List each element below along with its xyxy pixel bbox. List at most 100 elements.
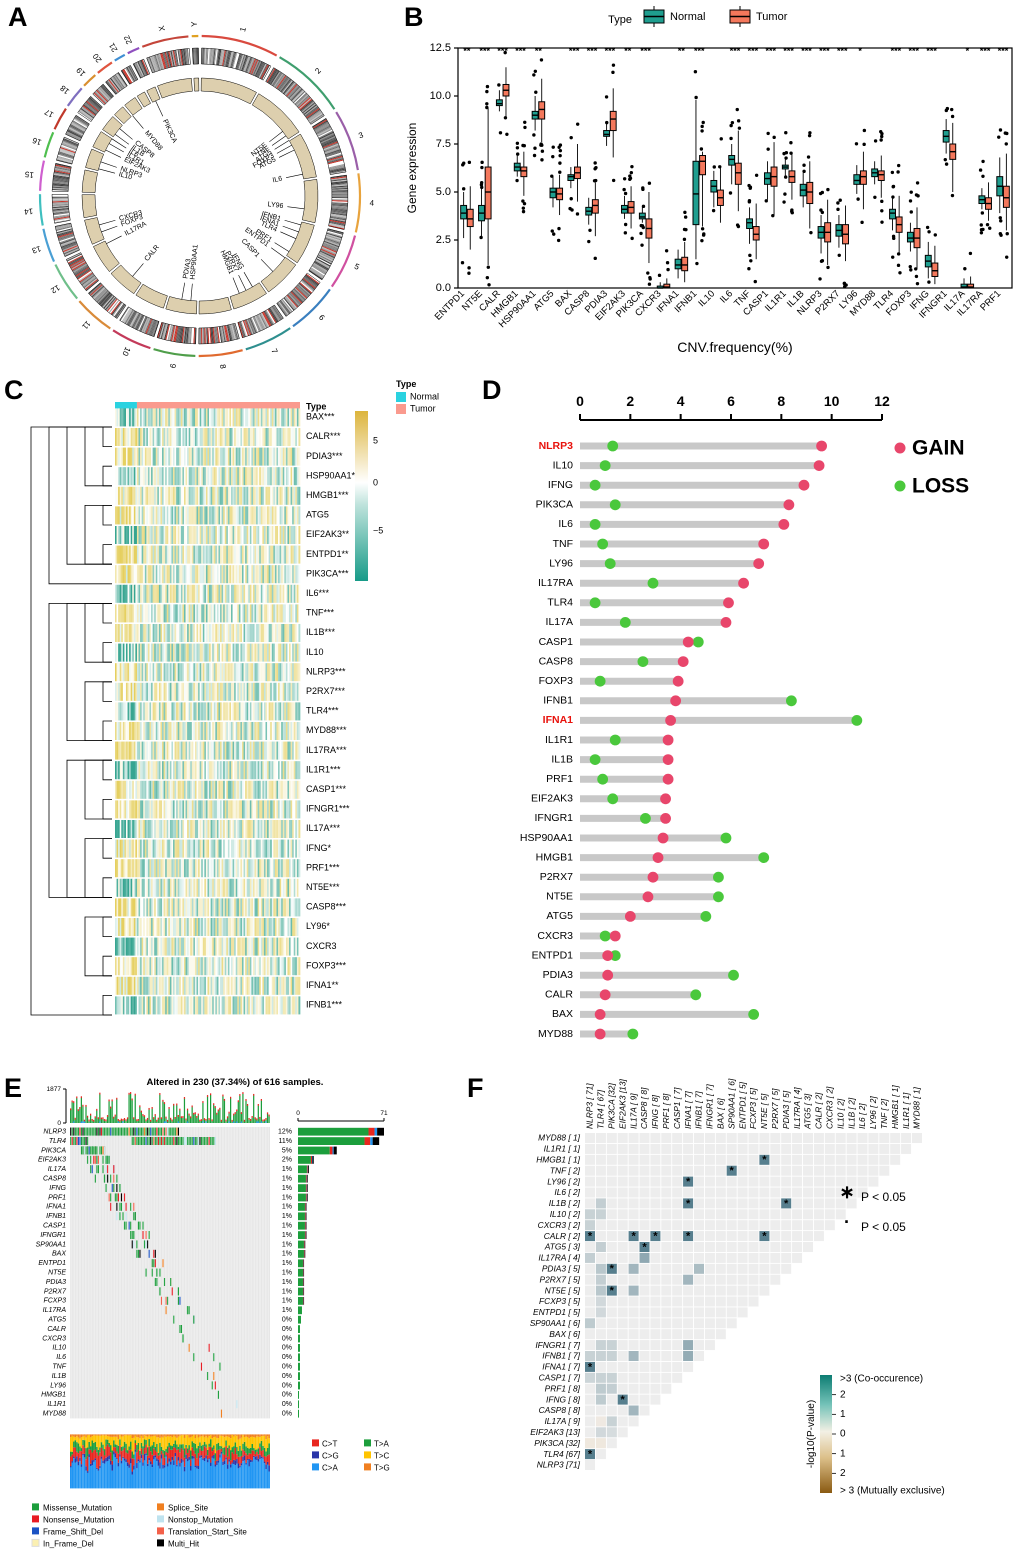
svg-text:Tumor: Tumor: [410, 403, 436, 413]
svg-text:6: 6: [317, 313, 327, 323]
svg-text:LY96: LY96: [549, 557, 573, 569]
svg-text:***: ***: [497, 46, 508, 56]
svg-text:***: ***: [891, 46, 902, 56]
svg-text:ATG5: ATG5: [546, 910, 573, 922]
svg-text:***: ***: [837, 46, 848, 56]
svg-text:7: 7: [269, 347, 279, 355]
svg-text:IL10: IL10: [118, 171, 133, 181]
svg-text:7.5: 7.5: [436, 138, 451, 150]
svg-text:PDIA3: PDIA3: [182, 258, 192, 279]
panel-e-label: E: [4, 1073, 23, 1103]
svg-text:CXCR3: CXCR3: [306, 941, 337, 951]
svg-text:IFNGR1: IFNGR1: [534, 812, 573, 824]
panel-d-cnv-lollipop: D 0 2 4 6 8 10 12 NLRP3 IL10 IFNG PIK3CA IL6 TNF LY96…: [480, 375, 1020, 1075]
svg-text:PIK3CA: PIK3CA: [536, 499, 573, 511]
svg-text:IL1B: IL1B: [551, 753, 573, 765]
svg-text:P2RX7: P2RX7: [540, 871, 573, 883]
svg-text:HSP90AA1**: HSP90AA1**: [306, 470, 359, 480]
svg-text:FOXP3: FOXP3: [539, 675, 574, 687]
svg-text:IFNG: IFNG: [548, 479, 573, 491]
svg-text:**: **: [624, 46, 632, 56]
svg-text:1: 1: [238, 26, 248, 33]
svg-text:6: 6: [727, 393, 735, 409]
svg-text:PDIA3***: PDIA3***: [306, 451, 343, 461]
svg-text:PDIA3: PDIA3: [543, 969, 574, 981]
svg-text:NT5E: NT5E: [546, 891, 573, 903]
svg-text:NT5E***: NT5E***: [306, 882, 340, 892]
svg-text:BAX***: BAX***: [306, 412, 335, 422]
svg-text:IFNB1***: IFNB1***: [306, 1000, 343, 1010]
panel-f-label: F: [467, 1073, 484, 1103]
svg-text:***: ***: [640, 46, 651, 56]
svg-text:CASP1: CASP1: [539, 636, 574, 648]
svg-text:MYD88: MYD88: [538, 1028, 573, 1040]
svg-text:ATG5: ATG5: [532, 288, 557, 313]
svg-text:*: *: [966, 46, 970, 56]
svg-text:20: 20: [91, 51, 104, 64]
svg-text:IFNB1: IFNB1: [543, 695, 573, 707]
svg-text:***: ***: [765, 46, 776, 56]
svg-text:IL6***: IL6***: [306, 588, 330, 598]
svg-text:HSP90AA1: HSP90AA1: [190, 244, 200, 280]
svg-text:***: ***: [819, 46, 830, 56]
svg-text:***: ***: [587, 46, 598, 56]
svg-text:PIK3CA: PIK3CA: [41, 1147, 66, 1154]
svg-text:Normal: Normal: [670, 11, 705, 23]
svg-text:8: 8: [218, 364, 228, 370]
svg-text:***: ***: [694, 46, 705, 56]
svg-text:LY96*: LY96*: [306, 921, 330, 931]
svg-text:11: 11: [80, 319, 93, 332]
svg-text:TNF***: TNF***: [306, 608, 334, 618]
svg-text:CASP8: CASP8: [539, 655, 574, 667]
svg-text:PIK3CA***: PIK3CA***: [306, 568, 349, 578]
svg-text:0: 0: [373, 477, 378, 487]
svg-text:EIF2AK3: EIF2AK3: [531, 793, 573, 805]
svg-text:12: 12: [49, 283, 62, 296]
svg-text:CXCR3: CXCR3: [537, 930, 573, 942]
svg-text:10.0: 10.0: [430, 90, 451, 102]
panel-b-label: B: [404, 2, 424, 32]
svg-text:18: 18: [58, 83, 71, 96]
svg-text:3: 3: [357, 130, 365, 140]
svg-text:IL17A: IL17A: [546, 616, 573, 628]
svg-text:HSP90AA1: HSP90AA1: [520, 832, 573, 844]
svg-text:***: ***: [801, 46, 812, 56]
svg-text:1877: 1877: [47, 1086, 62, 1093]
svg-text:FOXP3***: FOXP3***: [306, 960, 347, 970]
svg-text:***: ***: [569, 46, 580, 56]
svg-text:IL17A***: IL17A***: [306, 823, 341, 833]
svg-text:***: ***: [926, 46, 937, 56]
svg-text:11%: 11%: [279, 1138, 293, 1145]
svg-text:Tumor: Tumor: [756, 11, 788, 23]
svg-text:***: ***: [748, 46, 759, 56]
svg-text:IL1R1: IL1R1: [545, 734, 573, 746]
svg-text:HMGB1***: HMGB1***: [306, 490, 349, 500]
svg-text:5: 5: [373, 435, 378, 445]
svg-text:*: *: [858, 46, 862, 56]
svg-text:8: 8: [777, 393, 785, 409]
svg-text:HMGB1: HMGB1: [536, 851, 574, 863]
svg-text:EIF2AK3**: EIF2AK3**: [306, 529, 350, 539]
svg-text:4: 4: [369, 199, 374, 208]
svg-text:ENTPD1**: ENTPD1**: [306, 549, 349, 559]
svg-text:***: ***: [908, 46, 919, 56]
svg-text:***: ***: [783, 46, 794, 56]
svg-text:12%: 12%: [278, 1129, 292, 1136]
svg-text:IL10: IL10: [696, 288, 717, 309]
svg-text:ENTPD1: ENTPD1: [532, 949, 574, 961]
svg-text:CASP8***: CASP8***: [306, 902, 347, 912]
svg-text:10: 10: [824, 393, 840, 409]
circos-plot: 12345678910111213141516171819202122XYIL1…: [23, 21, 375, 370]
svg-text:LOSS: LOSS: [912, 475, 969, 498]
svg-text:IL6: IL6: [272, 175, 283, 184]
svg-text:CALR***: CALR***: [306, 431, 341, 441]
svg-text:CNV.frequency(%): CNV.frequency(%): [677, 339, 792, 355]
svg-text:Type: Type: [306, 401, 326, 411]
svg-text:5.0: 5.0: [436, 186, 451, 198]
svg-text:Y: Y: [190, 21, 199, 27]
svg-text:MYD88***: MYD88***: [306, 725, 347, 735]
svg-text:LY96: LY96: [267, 201, 284, 210]
svg-text:0.0: 0.0: [436, 282, 451, 294]
svg-text:2.5: 2.5: [436, 234, 451, 246]
